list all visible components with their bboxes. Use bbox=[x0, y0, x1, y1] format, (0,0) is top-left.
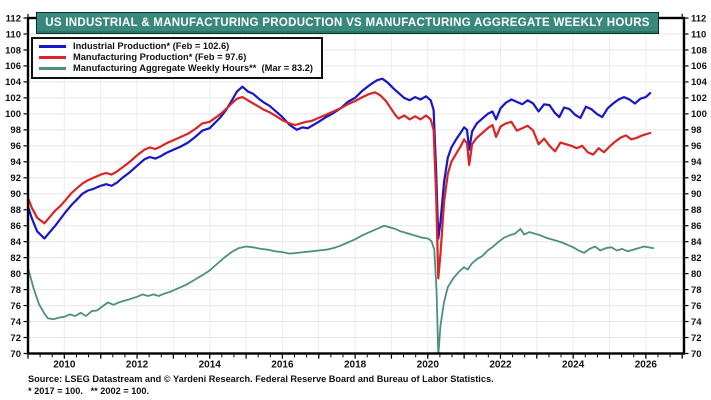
legend-item-industrial-production: Industrial Production* (Feb = 102.6) bbox=[39, 41, 313, 52]
y-tick-label-left: 94 bbox=[10, 157, 21, 168]
x-tick-label: 2010 bbox=[53, 360, 76, 371]
y-tick-label-right: 82 bbox=[691, 253, 702, 264]
series-line-manufacturing-production bbox=[29, 91, 652, 280]
y-tick-label-right: 110 bbox=[691, 29, 706, 40]
y-tick-label-left: 86 bbox=[10, 221, 21, 232]
y-tick-label-right: 100 bbox=[691, 109, 707, 120]
y-tick-label-left: 74 bbox=[10, 317, 21, 328]
gridlines bbox=[27, 19, 683, 353]
manufacturing-production-line-swatch-icon bbox=[39, 56, 66, 59]
y-tick-label-left: 80 bbox=[10, 269, 21, 280]
y-tick-label-left: 108 bbox=[5, 45, 21, 56]
series-line-weekly-hours bbox=[29, 224, 654, 353]
y-tick-label-right: 96 bbox=[691, 141, 702, 152]
x-tick-label: 2022 bbox=[489, 360, 512, 371]
y-tick-label-left: 110 bbox=[6, 29, 21, 40]
industrial-production-line-swatch-icon bbox=[39, 45, 66, 48]
y-tick-label-left: 104 bbox=[5, 77, 22, 88]
index-footnote: * 2017 = 100. ** 2002 = 100. bbox=[28, 386, 150, 396]
x-tick-label: 2024 bbox=[562, 360, 585, 371]
x-tick-label: 2018 bbox=[344, 360, 367, 371]
x-tick-label: 2020 bbox=[417, 360, 440, 371]
source-attribution: Source: LSEG Datastream and © Yardeni Re… bbox=[28, 374, 494, 384]
y-tick-label-right: 70 bbox=[691, 349, 702, 360]
y-tick-label-right: 76 bbox=[691, 301, 702, 312]
legend-item-manufacturing-production: Manufacturing Production* (Feb = 97.6) bbox=[39, 52, 313, 63]
y-tick-label-left: 82 bbox=[10, 253, 21, 264]
x-tick-label: 2016 bbox=[271, 360, 294, 371]
chart-title-banner: US INDUSTRIAL & MANUFACTURING PRODUCTION… bbox=[36, 12, 659, 34]
y-tick-label-left: 92 bbox=[10, 173, 21, 184]
y-tick-label-left: 88 bbox=[10, 205, 21, 216]
y-tick-label-left: 98 bbox=[10, 125, 21, 136]
y-tick-label-right: 80 bbox=[691, 269, 702, 280]
y-tick-label-left: 72 bbox=[10, 333, 21, 344]
legend-label-industrial-production: Industrial Production* (Feb = 102.6) bbox=[73, 41, 230, 51]
y-tick-label-left: 102 bbox=[5, 93, 21, 104]
weekly-hours-line-swatch-icon bbox=[39, 67, 66, 70]
y-tick-label-right: 98 bbox=[691, 125, 702, 136]
y-tick-label-right: 88 bbox=[691, 205, 702, 216]
y-tick-label-left: 84 bbox=[10, 237, 21, 248]
y-tick-label-right: 78 bbox=[691, 285, 702, 296]
y-tick-label-right: 112 bbox=[691, 13, 706, 24]
y-tick-label-left: 106 bbox=[5, 61, 21, 72]
x-tick-label: 2014 bbox=[199, 360, 222, 371]
y-tick-label-left: 112 bbox=[6, 13, 21, 24]
series-line-industrial-production bbox=[29, 77, 652, 240]
y-tick-label-left: 70 bbox=[10, 349, 21, 360]
legend-label-weekly-hours: Manufacturing Aggregate Weekly Hours** (… bbox=[73, 63, 313, 73]
x-tick-label: 2026 bbox=[635, 360, 658, 371]
legend: Industrial Production* (Feb = 102.6) Man… bbox=[31, 37, 323, 79]
y-tick-label-right: 72 bbox=[691, 333, 702, 344]
y-tick-label-right: 86 bbox=[691, 221, 702, 232]
y-tick-label-right: 92 bbox=[691, 173, 702, 184]
y-tick-label-left: 76 bbox=[10, 301, 21, 312]
legend-item-weekly-hours: Manufacturing Aggregate Weekly Hours** (… bbox=[39, 63, 313, 74]
y-tick-label-right: 90 bbox=[691, 189, 702, 200]
x-tick-label: 2012 bbox=[126, 360, 149, 371]
x-axis-tick-labels: 2010 2012 2014 2016 2018 2020 2022 2024 2026 bbox=[53, 360, 657, 371]
y-tick-label-right: 74 bbox=[691, 317, 702, 328]
y-axis-tick-labels-left: 70 72 74 76 78 80 82 84 86 88 90 92 94 96 98 100 102 104 1… bbox=[5, 13, 22, 360]
data-series-lines bbox=[29, 77, 654, 353]
y-tick-label-right: 104 bbox=[691, 77, 708, 88]
y-tick-label-right: 94 bbox=[691, 157, 702, 168]
chart-title: US INDUSTRIAL & MANUFACTURING PRODUCTION… bbox=[45, 17, 650, 29]
y-axis-tick-labels-right: 70 72 74 76 78 80 82 84 86 88 90 92 94 96 98 100 102 104 1… bbox=[691, 13, 708, 360]
y-tick-label-left: 96 bbox=[10, 141, 21, 152]
y-tick-label-left: 78 bbox=[10, 285, 21, 296]
y-tick-label-right: 84 bbox=[691, 237, 702, 248]
y-tick-label-left: 100 bbox=[5, 109, 21, 120]
y-tick-label-right: 106 bbox=[691, 61, 707, 72]
y-tick-label-right: 102 bbox=[691, 93, 707, 104]
legend-label-manufacturing-production: Manufacturing Production* (Feb = 97.6) bbox=[73, 52, 247, 62]
y-tick-label-right: 108 bbox=[691, 45, 707, 56]
y-tick-label-left: 90 bbox=[10, 189, 21, 200]
